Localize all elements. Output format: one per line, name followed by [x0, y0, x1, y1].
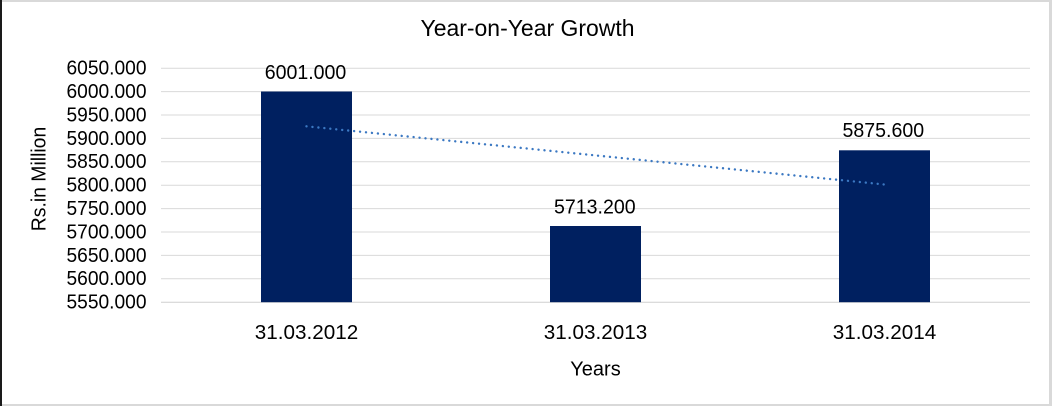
svg-text:5550.000: 5550.000: [67, 292, 147, 314]
svg-text:Rs.in Million: Rs.in Million: [29, 127, 51, 232]
svg-text:Years: Years: [570, 359, 620, 381]
svg-text:5650.000: 5650.000: [67, 245, 147, 267]
svg-text:5750.000: 5750.000: [67, 198, 147, 220]
svg-text:6050.000: 6050.000: [67, 58, 147, 80]
svg-text:6000.000: 6000.000: [67, 81, 147, 103]
svg-text:5700.000: 5700.000: [67, 221, 147, 243]
svg-text:5713.200: 5713.200: [554, 196, 636, 218]
svg-text:5600.000: 5600.000: [67, 268, 147, 290]
svg-text:5950.000: 5950.000: [67, 104, 147, 126]
svg-text:5800.000: 5800.000: [67, 175, 147, 197]
svg-text:31.03.2014: 31.03.2014: [833, 322, 937, 344]
svg-text:31.03.2012: 31.03.2012: [255, 322, 359, 344]
svg-text:31.03.2013: 31.03.2013: [544, 322, 648, 344]
svg-text:5875.600: 5875.600: [843, 120, 925, 142]
svg-text:6001.000: 6001.000: [265, 62, 347, 84]
svg-text:5900.000: 5900.000: [67, 128, 147, 150]
svg-text:Year-on-Year Growth: Year-on-Year Growth: [421, 15, 635, 41]
svg-text:5850.000: 5850.000: [67, 151, 147, 173]
